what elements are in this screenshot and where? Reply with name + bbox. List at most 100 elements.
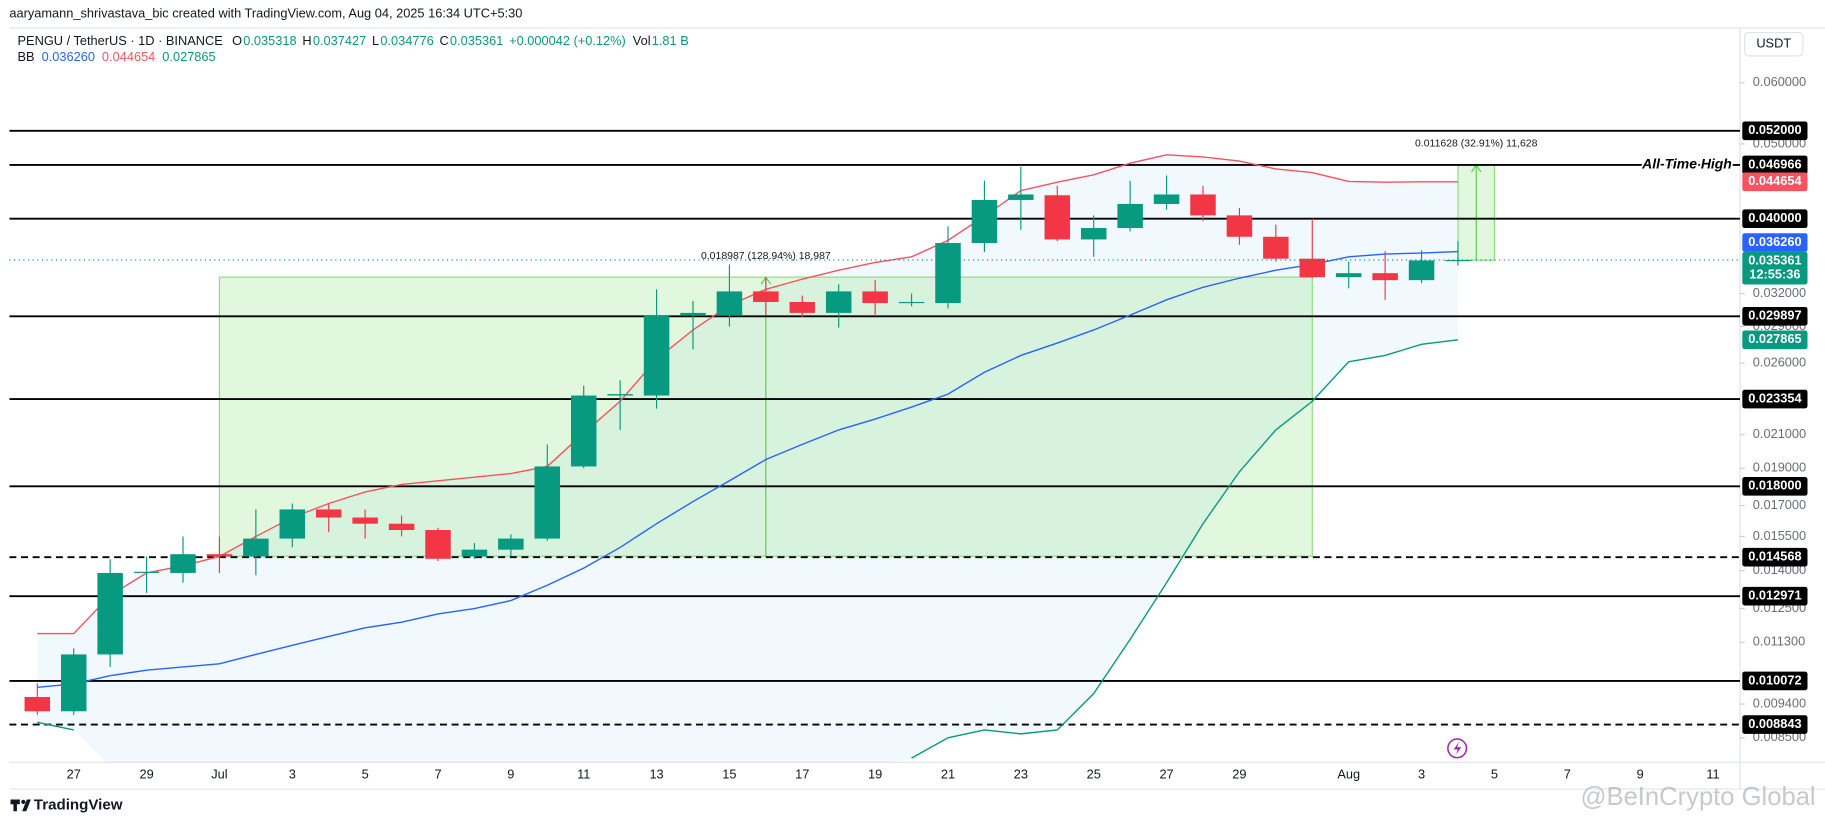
credit: aaryamann_shrivastava_bic created with T… [9, 5, 522, 20]
x-tick-label: 17 [795, 766, 809, 781]
level-label: 0.012971 [1748, 588, 1801, 603]
x-tick-label: 7 [1564, 766, 1571, 781]
candle-body [607, 394, 633, 396]
candle-body [753, 291, 779, 302]
x-tick-label: 15 [722, 766, 736, 781]
x-tick-label: 23 [1014, 766, 1028, 781]
candle-body [388, 523, 415, 531]
band-label: 0.036260 [1748, 234, 1801, 249]
band-label-box [1742, 172, 1808, 192]
y-tick-label: 0.060000 [1753, 74, 1806, 89]
candle-body [862, 291, 888, 304]
level-label: 0.052000 [1748, 122, 1801, 137]
band-fill [37, 154, 1458, 763]
candle-body [425, 530, 451, 559]
current-price-label: 0.035361 [1748, 253, 1801, 268]
band-label-box [1742, 233, 1808, 252]
time-axis: 27 29 Jul 3 5 7 9 11 13 15 17 19 21 23 25 27 29 Aug 3 5 7 9 11 [67, 766, 1720, 781]
candle-body [1190, 194, 1216, 216]
candle-body [243, 538, 269, 557]
candle-body [825, 291, 852, 313]
y-tick-label: 0.009400 [1753, 695, 1806, 710]
candle-body [24, 696, 51, 712]
level-label-box [1742, 306, 1808, 326]
x-tick-label: 9 [1637, 766, 1644, 781]
x-tick-label: 19 [868, 766, 882, 781]
x-tick-label: 27 [67, 766, 81, 781]
x-tick-label: 11 [577, 766, 590, 781]
x-tick-label: 3 [1418, 766, 1425, 781]
candle-body [498, 538, 524, 550]
candle-body [1226, 215, 1253, 237]
logo[interactable] [10, 799, 31, 812]
candle-body [935, 243, 961, 304]
x-tick-label: 5 [362, 766, 369, 781]
level-label: 0.029897 [1748, 308, 1801, 323]
y-tick-label: 0.026000 [1753, 354, 1806, 369]
candle-body [716, 291, 743, 316]
level-label-box [1742, 586, 1808, 606]
x-tick-label: Aug [1337, 766, 1360, 781]
level-label: 0.040000 [1748, 210, 1801, 225]
level-label-box [1742, 209, 1808, 229]
measure-label: 0.011628 (32.91%) 11,628 [1415, 139, 1538, 150]
candle-body [1263, 236, 1289, 259]
alert-bolt[interactable] [1453, 741, 1462, 755]
candle-body [279, 509, 306, 539]
band-label: 0.027865 [1748, 331, 1801, 346]
band-line-upper [37, 154, 1458, 635]
candle-body [1299, 258, 1326, 278]
x-tick-label: 3 [289, 766, 296, 781]
y-tick-label: 0.017000 [1753, 497, 1806, 512]
legend-key: O [232, 33, 242, 48]
legend-value: 0.035361 [450, 33, 503, 48]
band-line-lower [37, 339, 1459, 759]
candle-body [534, 466, 561, 539]
legend-value: 1.81 B [652, 33, 689, 48]
candle-body [971, 199, 998, 244]
level-label-box [1742, 671, 1808, 691]
candle-body [1372, 273, 1398, 281]
level-label-box [1742, 155, 1808, 175]
current-price-box [1742, 251, 1808, 285]
logo-dot[interactable] [21, 799, 26, 804]
legend-symbol-line: PENGU / TetherUS · 1D · BINANCE O0.035318… [18, 33, 689, 48]
alert-icon[interactable] [1447, 738, 1468, 759]
candle-body [570, 395, 597, 467]
level-label: 0.023354 [1748, 390, 1802, 405]
logo-text[interactable]: TradingView [34, 796, 123, 813]
candle-body [206, 554, 233, 557]
candle-body [1117, 203, 1143, 229]
y-tick-label: 0.015500 [1753, 528, 1806, 543]
x-tick-label: 25 [1087, 766, 1101, 781]
candle-body [1044, 195, 1071, 240]
level-label: 0.018000 [1748, 478, 1801, 493]
level-label-box [1742, 389, 1808, 409]
x-tick-label: 9 [507, 766, 514, 781]
x-tick-label: 7 [434, 766, 441, 781]
legend-value: 0.037427 [313, 33, 366, 48]
level-label: 0.010072 [1748, 672, 1801, 687]
currency-button[interactable] [1744, 32, 1804, 57]
level-label-box [1742, 477, 1808, 496]
logo-mark[interactable] [10, 799, 31, 812]
candle-body [461, 549, 488, 557]
level-label-box [1742, 121, 1808, 141]
legend-value: 0.035318 [243, 33, 296, 48]
x-tick-label: 29 [139, 766, 153, 781]
measure-label: 0.018987 (128.94%) 18,987 [701, 251, 831, 262]
candle-body [643, 315, 670, 396]
level-label-box [1742, 547, 1808, 567]
watermark: @BeInCrypto Global [1581, 783, 1816, 811]
currency[interactable]: USDT [1756, 36, 1791, 51]
candle-body [1153, 194, 1180, 204]
legend-key: C [440, 33, 449, 48]
x-tick-label: 27 [1159, 766, 1173, 781]
candle-body [1335, 273, 1362, 278]
legend-indicator-line: BB 0.036260 0.044654 0.027865 [18, 50, 216, 65]
candle-body [352, 517, 378, 524]
legend-change: +0.000042 (+0.12%) [509, 33, 626, 48]
legend-indicator-value: 0.036260 [42, 50, 95, 65]
legend-symbol: PENGU / TetherUS · 1D · BINANCE [18, 33, 223, 48]
